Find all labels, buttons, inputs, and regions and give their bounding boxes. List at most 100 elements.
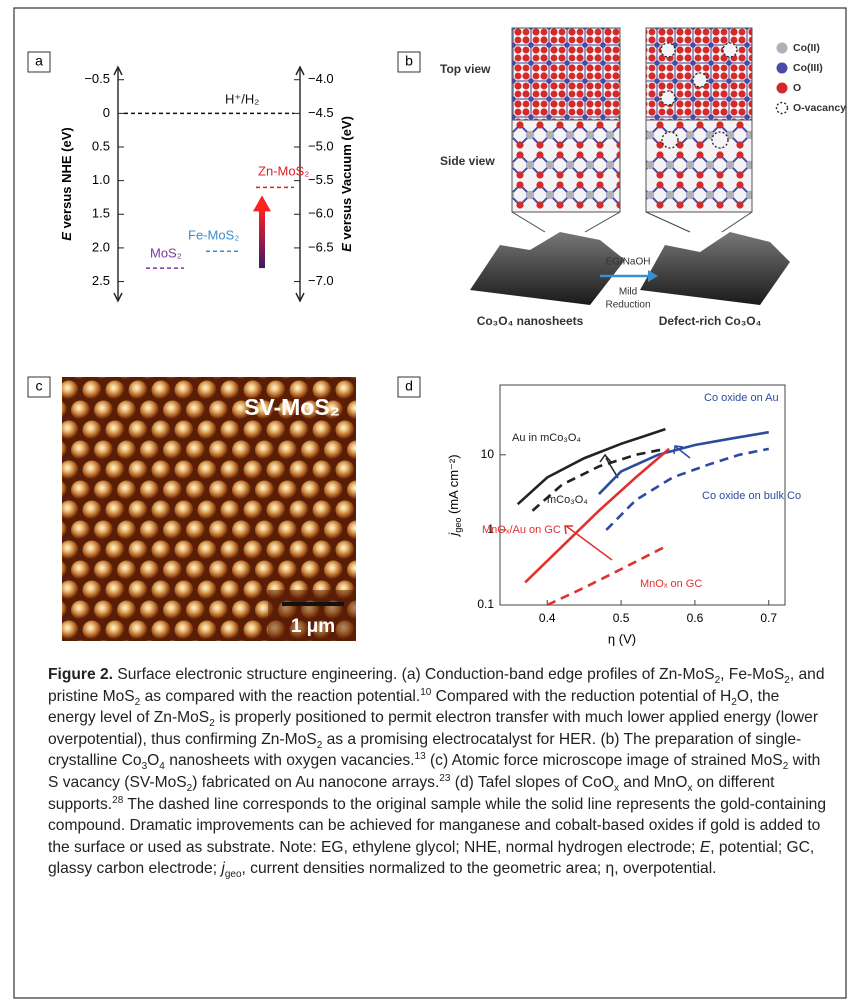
caption-text: , potential; GC, glassy carbon electrode… [48,838,815,878]
caption-sup: 10 [420,686,432,698]
crystal-top [511,27,621,121]
caption-text: Compared with the reduction potential of… [431,687,732,705]
figure-caption: Figure 2. Surface electronic structure e… [48,664,826,880]
nanosheet [640,232,790,305]
crystal-side [511,119,621,213]
legend-label: O-vacancy [793,102,846,114]
y-tick-label: −0.5 [84,71,110,86]
caption-sup: 23 [439,772,451,784]
y-tick-label: 10 [481,447,495,461]
level-label: Fe-MoS₂ [188,227,239,242]
axis-title-text: versus NHE (eV) [59,127,74,232]
y-tick-label: 2.0 [92,239,110,254]
legend-label: O [793,82,801,94]
caption-i: E [699,838,711,856]
y-title-italic: j [446,532,461,538]
panel-label-box [27,376,51,398]
caption-text: as compared with the reaction potential. [140,687,421,705]
caption-text: and MnO [618,773,688,791]
caption-sub: x [613,783,619,795]
arrow-label: EG/NaOH [605,257,650,268]
x-tick-label: 0.4 [539,611,556,625]
axis-title: E versus NHE (eV) [59,127,74,240]
y-title-sub: geo [453,518,463,533]
y-tick-label: 0.5 [92,138,110,153]
series-label: MnOₓ on GC [640,578,702,590]
sheet-caption: Co₃O₄ nanosheets [477,314,584,328]
caption-sub: 4 [159,761,165,773]
y2-tick-label: −7.0 [308,273,334,288]
caption-sub: 2 [784,675,790,687]
caption-b: Figure 2. [48,666,113,683]
caption-sub: 2 [209,718,215,730]
legend-swatch [776,42,788,54]
series-line [546,545,666,607]
caption-text: , current densities normalized to the ge… [241,860,717,878]
axis-title-italic: E [59,232,74,241]
x-tick-label: 0.6 [687,611,704,625]
level-label: MoS₂ [150,245,182,260]
y-tick-label: 1.0 [92,172,110,187]
series-label: MnOₓ/Au on GC [482,524,561,536]
vacancies [660,42,738,149]
panel-label-box [27,51,51,73]
axis-title: E versus Vacuum (eV) [339,116,354,252]
series-line [605,447,770,531]
figure-frame [13,7,847,999]
caption-sub: 2 [186,783,193,795]
y2-tick-label: −5.0 [308,138,334,153]
caption-text: (c) Atomic force microscope image of str… [425,752,783,770]
caption-text: The dashed line corresponds to the origi… [48,795,827,856]
panel-label: d [405,378,413,394]
level-label: H⁺/H₂ [225,91,259,106]
y2-tick-label: −5.5 [308,172,334,187]
process-arrowhead [648,270,658,282]
y-axis-title: jgeo (mA cm⁻²) [446,454,463,537]
caption-sub: 2 [782,761,789,773]
caption-text: as a promising electrocatalyst for HER. … [48,730,802,770]
axis-arrow [295,65,305,303]
caption-sup: 13 [414,751,426,763]
caption-sup: 28 [112,794,124,806]
panel-label-box [397,51,421,73]
axis-arrow [113,65,123,303]
caption-text: nanosheets with oxygen vacancies. [164,752,415,770]
y-tick-label: 2.5 [92,273,110,288]
y-tick-label: 1.5 [92,206,110,221]
shift-arrowhead [253,195,271,212]
y-title-text: (mA cm⁻²) [446,454,461,517]
series-label: mCo₃O₄ [547,494,588,506]
x-axis-title: η (V) [608,631,636,646]
y-tick-label: 0 [103,105,110,120]
caption-sub: geo [224,869,242,881]
level-label: Zn-MoS₂ [258,163,309,178]
caption-text: , and pristine MoS [48,666,825,705]
caption-text: O, the energy level of Zn-MoS [48,687,780,727]
series-label: Au in mCo₃O₄ [512,432,581,444]
y2-tick-label: −6.0 [308,206,334,221]
scale-backdrop [268,590,356,641]
legend-swatch [775,101,789,115]
series-line [516,427,666,506]
caption-text: (d) Tafel slopes of CoO [450,773,614,791]
caption-text: is properly positioned to permit electro… [48,709,819,748]
y2-tick-label: −4.5 [308,105,334,120]
nanosheet [470,232,625,305]
legend-swatch [776,62,788,74]
series-line [531,447,666,512]
caption-text: with S vacancy (SV-MoS [48,752,821,791]
scale-label: 1 μm [291,616,335,637]
caption-sub: x [687,783,693,795]
view-label: Side view [440,154,495,168]
caption-sub: 3 [141,761,148,773]
shift-arrow [259,209,265,269]
series-label: Co oxide on bulk Co [702,490,801,502]
y2-tick-label: −6.5 [308,239,334,254]
y-tick-label: 1 [487,522,494,536]
caption-sub: 2 [134,696,141,708]
plot-frame [499,384,786,606]
panel-label: c [36,378,43,394]
crystal-side [645,119,753,213]
